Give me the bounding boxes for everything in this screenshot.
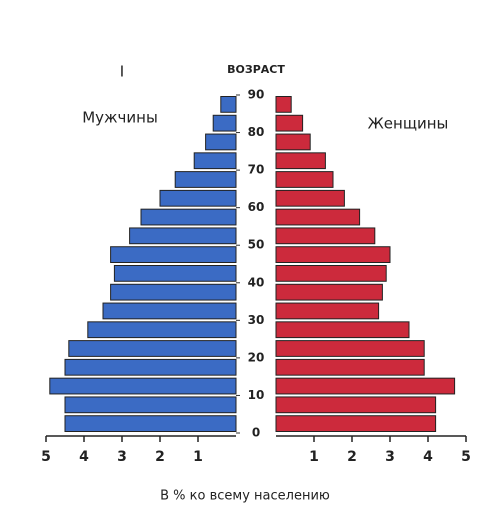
female-bar — [275, 171, 334, 188]
y-tick-label: 0 — [252, 426, 260, 440]
y-tick-label: 30 — [248, 313, 265, 327]
female-bar — [275, 302, 380, 320]
female-bar — [275, 265, 387, 282]
male-bar — [113, 265, 237, 282]
y-tick-label: 20 — [248, 350, 265, 364]
female-bar — [275, 246, 391, 264]
male-bar — [140, 208, 237, 226]
female-bar — [275, 227, 376, 245]
male-bar — [159, 189, 237, 207]
female-bar — [275, 152, 326, 170]
male-bar — [205, 133, 237, 151]
chart-title: I — [120, 63, 124, 81]
male-bar — [102, 302, 237, 320]
legend-female: Женщины — [368, 115, 449, 133]
male-bar — [110, 246, 237, 264]
x-tick-label: 4 — [79, 449, 89, 465]
female-bar — [275, 358, 425, 376]
female-bar — [275, 377, 456, 395]
female-bar — [275, 396, 437, 414]
male-bar — [110, 283, 237, 301]
x-tick-label: 1 — [309, 449, 319, 465]
male-bar — [64, 358, 237, 376]
female-bar — [275, 189, 345, 207]
female-bar — [275, 133, 311, 151]
y-tick-label: 90 — [248, 88, 265, 102]
x-tick-label: 5 — [461, 449, 471, 465]
x-tick-label: 3 — [385, 449, 395, 465]
x-tick-label: 1 — [193, 449, 203, 465]
y-tick-label: 80 — [248, 125, 265, 139]
male-bar — [220, 96, 237, 113]
female-bar — [275, 321, 410, 339]
female-bar — [275, 340, 425, 357]
y-tick-label: 10 — [248, 388, 265, 402]
y-tick-label: 60 — [248, 200, 265, 214]
x-tick-label: 5 — [41, 449, 51, 465]
y-axis-label: ВОЗРАСТ — [227, 63, 285, 76]
male-bar — [64, 396, 237, 414]
x-tick-label: 4 — [423, 449, 433, 465]
male-bar — [174, 171, 237, 188]
male-bar — [193, 152, 237, 170]
x-tick-label: 2 — [347, 449, 357, 465]
x-tick-label: 3 — [117, 449, 127, 465]
male-bar — [212, 114, 237, 132]
x-axis-label: В % ко всему населению — [160, 489, 330, 504]
female-bar — [275, 283, 383, 301]
male-bar — [64, 415, 237, 433]
male-bar — [49, 377, 237, 395]
y-tick-label: 40 — [248, 275, 265, 289]
male-bar — [68, 340, 237, 357]
male-bar — [129, 227, 237, 245]
male-bar — [87, 321, 237, 339]
y-tick-label: 70 — [248, 163, 265, 177]
female-bar — [275, 208, 361, 226]
female-bar — [275, 415, 437, 433]
female-bar — [275, 96, 292, 113]
legend-male: Мужчины — [82, 109, 158, 127]
x-tick-label: 2 — [155, 449, 165, 465]
female-bar — [275, 114, 304, 132]
y-tick-label: 50 — [248, 238, 265, 252]
